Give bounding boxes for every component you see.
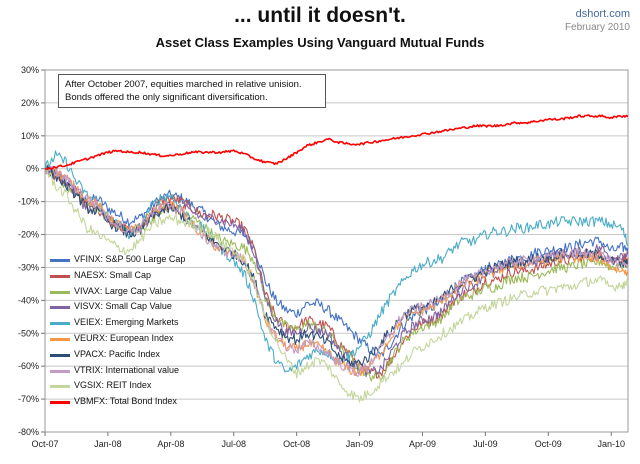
legend-swatch: [50, 369, 70, 373]
series-line-1: [44, 166, 629, 357]
y-tick-label: -80%: [18, 427, 39, 437]
x-tick-label: Oct-07: [31, 439, 58, 449]
x-tick-label: Jan-08: [94, 439, 122, 449]
legend-label: VPACX: Pacific Index: [74, 348, 160, 359]
legend-swatch: [50, 385, 70, 389]
legend-label: VTRIX: International value: [74, 364, 180, 375]
series-line-9: [45, 168, 629, 403]
x-axis: Oct-07 Jan-08 Apr-08 Jul-08 Oct-08 Jan-09 Apr-…: [31, 432, 625, 449]
x-tick-label: Jan-10: [597, 439, 625, 449]
y-axis: 30% 20% 10% 0% -10% -20% -30% -40% -50% -60% -70% -…: [18, 65, 45, 437]
y-tick-label: 0%: [26, 164, 39, 174]
y-tick-label: -50%: [18, 328, 39, 338]
legend-swatch: [50, 306, 70, 310]
y-tick-label: -30%: [18, 262, 39, 272]
series-group: [44, 114, 629, 403]
legend-swatch: [50, 338, 70, 341]
y-tick-label: 20%: [21, 98, 39, 108]
series-line-8: [44, 165, 629, 377]
chart-title: ... until it doesn't.: [234, 4, 406, 27]
legend-label: VIVAX: Large Cap Value: [74, 285, 172, 296]
y-tick-label: -10%: [18, 197, 39, 207]
legend-label: VFINX: S&P 500 Large Cap: [74, 254, 186, 264]
legend-label: VGSIX: REIT Index: [74, 380, 152, 391]
annotation-box: After October 2007, equities marched in …: [58, 74, 326, 108]
x-tick-label: Apr-08: [157, 439, 184, 449]
legend-swatch: [50, 290, 70, 294]
legend-swatch: [50, 274, 70, 278]
chart-subtitle: Asset Class Examples Using Vanguard Mutu…: [155, 35, 485, 50]
legend-swatch: [50, 259, 70, 262]
legend-label: NAESX: Small Cap: [74, 269, 152, 280]
y-tick-label: 10%: [21, 131, 39, 141]
y-tick-label: -20%: [18, 230, 39, 240]
legend-label: VBMFX: Total Bond Index: [74, 396, 177, 407]
legend-label: VEIEX: Emerging Markets: [74, 317, 179, 328]
legend-swatch: [50, 322, 70, 326]
legend-swatch: [50, 353, 70, 357]
brand-label: dshort.com: [575, 8, 630, 20]
legend-swatch: [50, 401, 70, 405]
series-line-7: [44, 165, 629, 368]
x-tick-label: Oct-08: [283, 439, 310, 449]
x-tick-label: Jul-08: [221, 439, 246, 449]
y-tick-label: -70%: [18, 394, 39, 404]
plot-border: [44, 69, 629, 433]
x-tick-label: Jan-09: [346, 439, 374, 449]
date-label: February 2010: [564, 22, 630, 33]
x-tick-label: Oct-09: [535, 439, 562, 449]
legend-label: VISVX: Small Cap Value: [74, 301, 172, 312]
x-tick-label: Jul-09: [473, 439, 498, 449]
legend-label: VEURX: European Index: [74, 333, 174, 343]
y-tick-label: -60%: [18, 361, 39, 371]
series-line-10: [44, 114, 629, 170]
x-tick-label: Apr-09: [409, 439, 436, 449]
annotation-line-2: Bonds offered the only significant diver…: [65, 92, 268, 103]
y-tick-label: 30%: [21, 65, 39, 75]
y-tick-label: -40%: [18, 295, 39, 305]
annotation-line-1: After October 2007, equities marched in …: [65, 79, 302, 90]
